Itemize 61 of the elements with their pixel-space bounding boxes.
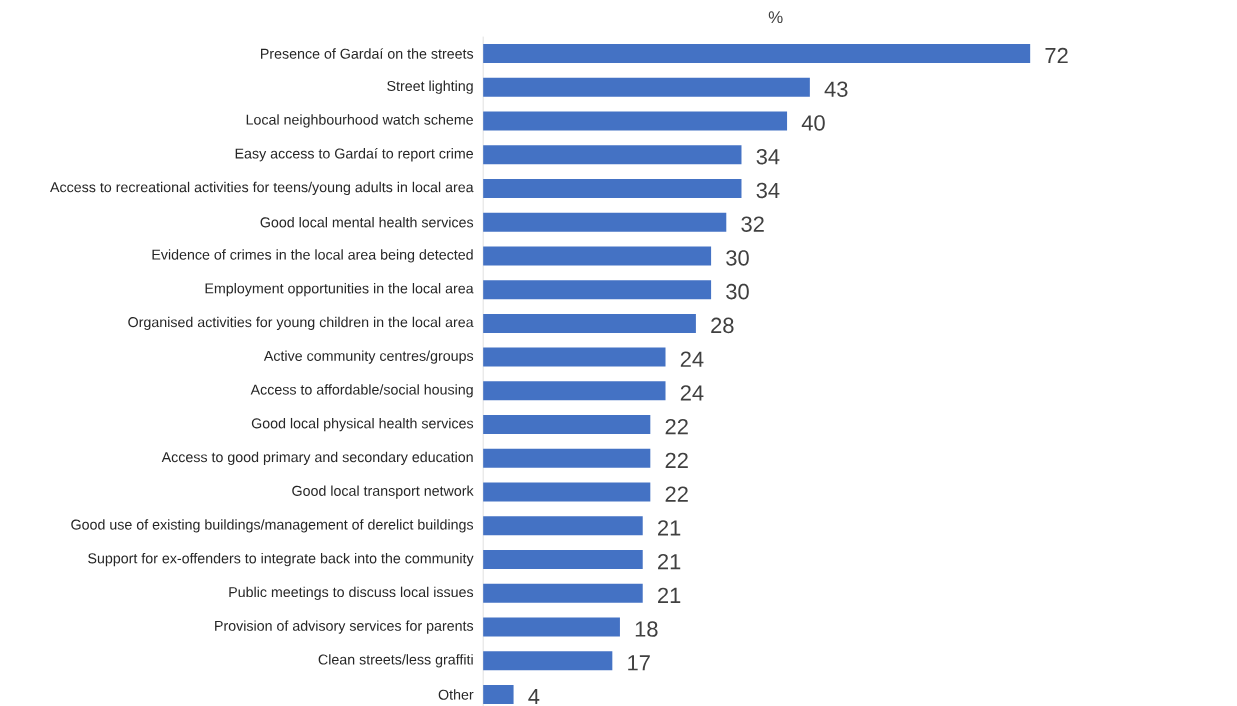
bar <box>483 280 712 300</box>
data-label: 21 <box>658 553 681 570</box>
bar <box>483 111 788 131</box>
bar <box>483 43 1031 63</box>
data-label: 22 <box>665 418 688 435</box>
y-tick-label: Good local mental health services <box>260 216 474 228</box>
y-tick-label: Good use of existing buildings/management of derelict buildings <box>71 519 474 533</box>
data-label: 4 <box>528 688 540 705</box>
data-label: 18 <box>635 621 658 637</box>
y-tick-label: Access to affordable/social housing <box>250 384 473 398</box>
bar <box>483 448 651 468</box>
bar <box>483 347 666 367</box>
y-tick-label: Good local physical health services <box>251 417 474 432</box>
data-label: 28 <box>711 317 734 334</box>
bar <box>483 381 666 401</box>
bar <box>483 246 712 266</box>
data-label: 24 <box>680 385 704 401</box>
y-tick-label: Street lighting <box>387 80 473 94</box>
y-tick-label: Local neighbourhood watch scheme <box>246 114 473 128</box>
y-tick-label: Access to good primary and secondary education <box>161 451 473 465</box>
data-label: 21 <box>658 587 681 603</box>
data-label: 43 <box>824 81 848 97</box>
y-tick-label: Other <box>438 689 474 700</box>
bar <box>483 482 651 502</box>
y-tick-label: Organised activities for young children in the local area <box>128 316 474 331</box>
data-label: 17 <box>628 655 650 671</box>
data-label: 30 <box>726 250 749 266</box>
bar <box>483 415 651 435</box>
y-tick-label: Support for ex-offenders to integrate back into the community <box>88 552 474 567</box>
bar <box>483 617 620 637</box>
bar <box>483 550 643 570</box>
bar <box>483 313 696 333</box>
bar <box>483 583 643 603</box>
data-label: 72 <box>1045 47 1068 64</box>
bar <box>483 516 643 536</box>
y-tick-label: Clean streets/less graffiti <box>318 654 473 668</box>
data-label: 40 <box>801 115 825 131</box>
bar <box>483 145 742 165</box>
y-tick-label: Easy access to Gardaí to report crime <box>235 147 474 162</box>
data-label: 30 <box>726 283 749 300</box>
bar <box>483 77 810 97</box>
data-label: 24 <box>680 351 704 367</box>
bar <box>483 685 514 705</box>
y-tick-label: Active community centres/groups <box>263 350 474 364</box>
y-tick-label: Access to recreational activities for teens/young adults in local area <box>50 181 474 196</box>
y-tick-label: Public meetings to discuss local issues <box>229 586 474 600</box>
y-tick-label: Employment opportunities in the local area <box>205 282 474 297</box>
data-label: 22 <box>665 452 688 468</box>
chart-title: % <box>768 11 783 24</box>
bar <box>483 178 742 198</box>
data-label: 32 <box>741 216 764 232</box>
data-label: 21 <box>658 520 681 536</box>
bar <box>483 651 613 671</box>
data-label: 22 <box>665 486 688 502</box>
y-tick-label: Good local transport network <box>292 485 474 499</box>
bar <box>483 212 727 232</box>
y-tick-label: Presence of Gardaí on the streets <box>261 48 474 59</box>
data-label: 34 <box>756 182 780 199</box>
data-label: 34 <box>756 148 780 165</box>
y-tick-label: Provision of advisory services for parents <box>215 620 474 634</box>
y-tick-label: Evidence of crimes in the local area being detected <box>152 249 473 263</box>
